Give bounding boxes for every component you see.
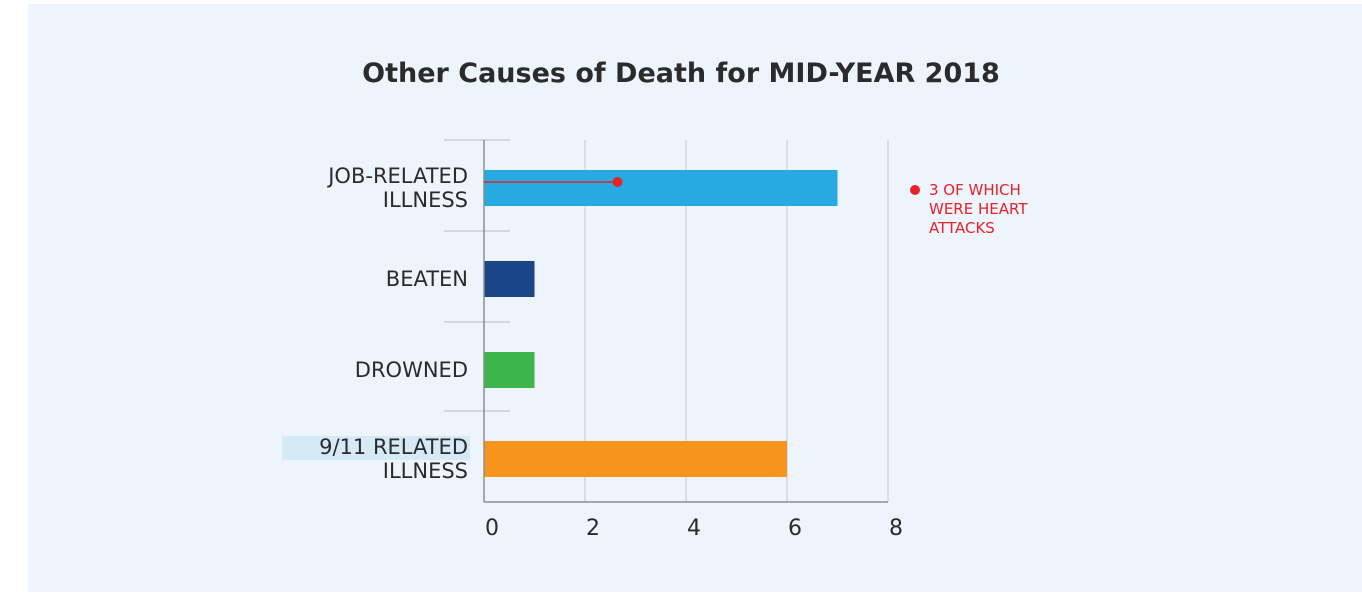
annotation-marker (484, 177, 623, 187)
chart-panel (28, 4, 1362, 592)
bar-0 (484, 170, 838, 206)
tick-label-0: 0 (485, 516, 499, 541)
tick-label-4: 4 (687, 516, 701, 541)
category-label: JOB-RELATED (326, 164, 468, 188)
tick-labels: 0 2 4 6 8 (485, 516, 903, 541)
category-label: ILLNESS (383, 188, 468, 212)
category-label: 9/11 RELATED (319, 435, 468, 459)
category-separators (444, 139, 510, 412)
chart-title: Other Causes of Death for MID-YEAR 2018 (362, 58, 1000, 89)
category-label: DROWNED (355, 358, 468, 382)
annotation-point (612, 177, 623, 187)
axes (483, 140, 888, 503)
bar-1 (484, 261, 535, 297)
category-label: BEATEN (386, 267, 468, 291)
tick-label-6: 6 (788, 516, 802, 541)
tick-label-8: 8 (889, 516, 903, 541)
bar-3 (484, 441, 787, 477)
label-highlight (282, 436, 470, 460)
bar-2 (484, 352, 535, 388)
tick-label-2: 2 (586, 516, 600, 541)
annotation-dot (910, 185, 920, 195)
annotation-legend: 3 OF WHICH WERE HEART ATTACKS (910, 181, 1059, 238)
bars (484, 170, 838, 477)
annotation-text: 3 OF WHICH WERE HEART ATTACKS (929, 181, 1028, 237)
category-label: ILLNESS (383, 459, 468, 483)
